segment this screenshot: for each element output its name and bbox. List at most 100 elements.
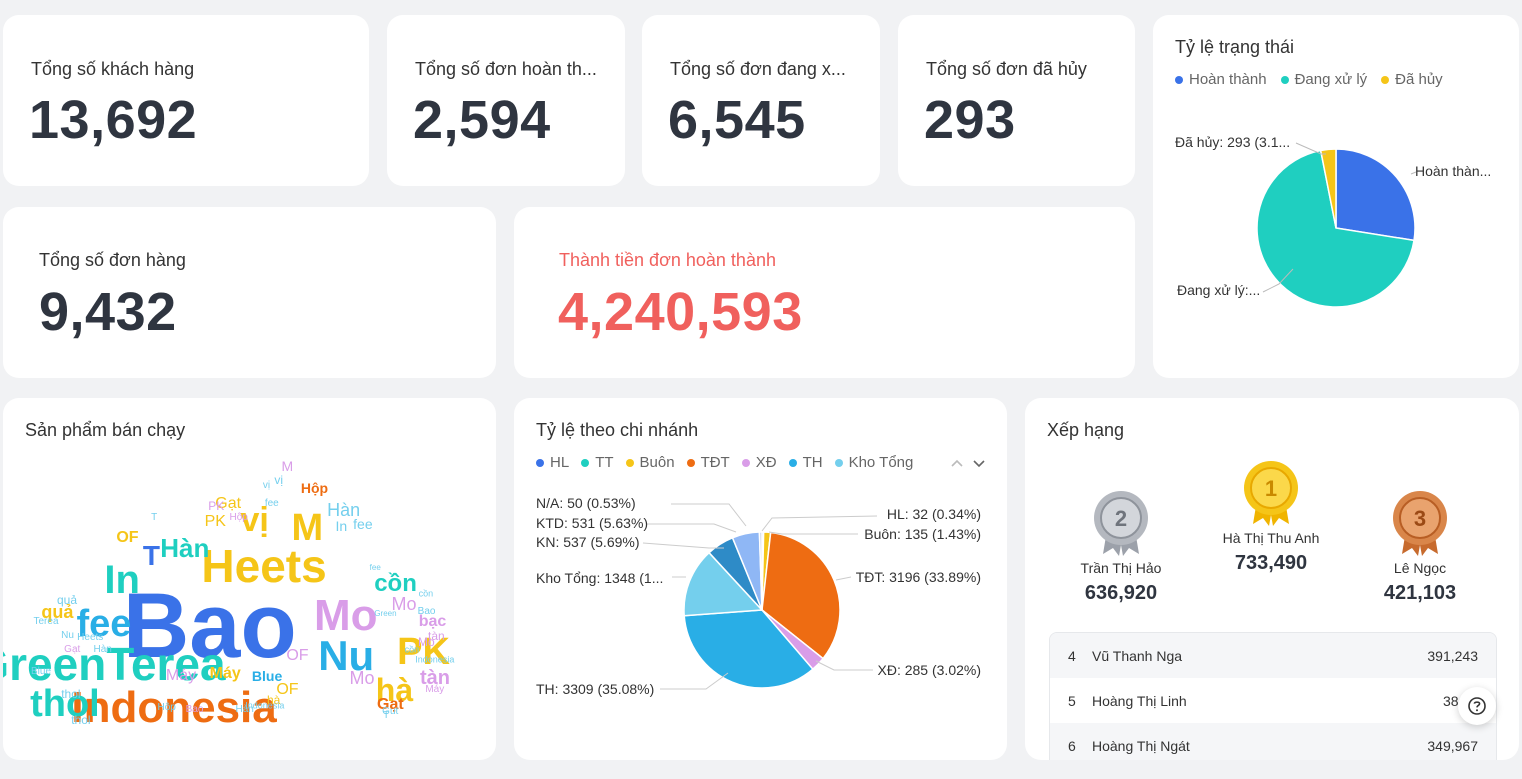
table-row[interactable]: 6 Hoàng Thị Ngát 349,967 [1050,723,1496,760]
wordcloud-word[interactable]: fee [76,603,132,645]
table-row[interactable]: 4 Vũ Thanh Nga 391,243 [1050,633,1496,678]
wordcloud-word[interactable]: Máy [165,667,197,684]
wordcloud-word[interactable]: Mo [313,591,378,640]
wordcloud-word[interactable]: Nu [61,630,74,641]
wordcloud-word[interactable]: T [383,710,390,721]
wordcloud-word[interactable]: Mo [349,668,375,688]
wordcloud-word[interactable]: thol [30,683,100,725]
legend-item[interactable]: TĐT [686,454,730,471]
wordcloud-word[interactable]: OF [116,529,139,546]
wordcloud-word[interactable]: PK [204,513,226,530]
wordcloud-word[interactable]: T [142,540,160,571]
wordcloud-word[interactable]: Máy [425,684,445,695]
wordcloud-word[interactable]: Gạt [215,495,242,512]
pie-slice-processing[interactable] [1256,149,1415,308]
wordcloud-word[interactable]: tàn [427,629,445,643]
wordcloud-word[interactable]: Mo [391,594,417,614]
wordcloud-word[interactable]: fee [369,563,381,572]
wordcloud-word[interactable]: Green [374,609,397,618]
wordcloud-word[interactable]: Indonesia [71,683,277,732]
slice-label-buon: Buôn: 135 (1.43%) [864,526,981,542]
legend-item-processing[interactable]: Đang xử lý [1280,71,1367,88]
legend-item[interactable]: TT [581,454,614,471]
wordcloud-word[interactable]: Hộp [300,480,329,496]
kpi-value: 293 [924,90,1016,150]
wordcloud-word[interactable]: Mo [417,635,435,649]
wordcloud-word[interactable]: Hàn [160,533,210,563]
status-pie-chart[interactable]: Đã hủy: 293 (3.1... Hoàn thàn... Đang xử… [1153,15,1519,378]
wordcloud-word[interactable]: GreenTerea [3,638,226,690]
medal-rank: 3 [1414,506,1426,531]
table-row[interactable]: 5 Hoàng Thị Linh 386,7 [1050,678,1496,723]
pie-slice-cancelled[interactable] [1319,148,1337,229]
wordcloud-word[interactable]: Heets [201,540,327,592]
wordcloud-word[interactable]: Bao [417,606,436,617]
wordcloud-word[interactable]: PK [397,631,450,673]
wordcloud-word[interactable]: In [335,518,348,534]
wordcloud-word[interactable]: OF [286,647,309,664]
wordcloud-word[interactable]: Nu [318,632,375,679]
wordcloud-word[interactable]: thol [71,713,91,727]
wordcloud-word[interactable]: Terea [33,616,59,627]
wordcloud-word[interactable]: T [151,512,158,523]
wordcloud-word[interactable]: Hàn [235,704,254,715]
wordcloud-word[interactable]: bạc [418,613,447,630]
wordcloud-word[interactable]: M [281,458,294,474]
wordcloud-word[interactable]: Hàn [93,644,112,655]
wordcloud-word[interactable]: OF [276,681,299,698]
legend-item-cancelled[interactable]: Đã hủy [1381,71,1443,88]
wordcloud-word[interactable]: fee [353,516,373,532]
pie-slice-completed[interactable] [1335,148,1416,242]
wordcloud-word[interactable]: Bao [122,575,297,677]
wordcloud-word[interactable]: Hộp [229,512,248,523]
wordcloud-word[interactable]: Gạt [64,644,81,655]
legend-item[interactable]: TH [788,454,823,471]
wordcloud-word[interactable]: vị [240,501,269,539]
slice-label-cancelled: Đã hủy: 293 (3.1... [1175,134,1290,150]
wordcloud-word[interactable]: vị [262,480,271,491]
kpi-card-cancelled: Tổng số đơn đã hủy 293 [898,15,1135,186]
wordcloud-word[interactable]: Hộp [157,702,176,713]
wordcloud-word[interactable]: quả [56,593,78,607]
legend-prev-button[interactable] [950,456,964,470]
wordcloud-word[interactable]: cồn [404,644,420,655]
wordcloud-word[interactable]: M [291,507,324,549]
wordcloud-word[interactable]: Hàn [327,500,361,520]
wordcloud-word[interactable]: fee [264,498,279,509]
wordcloud-word[interactable]: cồn [418,588,434,599]
wordcloud-word[interactable]: quả [41,602,74,622]
legend-item-completed[interactable]: Hoàn thành [1175,71,1267,88]
wordcloud-word[interactable]: In [104,558,140,602]
wordcloud-word[interactable]: Heets [77,632,104,643]
wordcloud-word[interactable]: Blue [30,666,52,677]
label-leader-line [1295,142,1326,155]
wordcloud-word[interactable]: Gut [382,706,399,717]
pie-slice-na[interactable] [758,531,763,611]
legend-item[interactable]: XĐ [741,454,777,471]
branch-pie-chart[interactable]: N/A: 50 (0.53%) KTD: 531 (5.63%) KN: 537… [514,398,1007,760]
wordcloud-word[interactable]: Indonesia [415,654,455,665]
wordcloud-word[interactable]: Indonesia [245,700,285,711]
legend-label: XĐ [755,454,777,471]
wordcloud-word[interactable]: thol [61,687,81,701]
legend-item[interactable]: HL [536,454,569,471]
pie-slice-th[interactable] [683,609,814,689]
pie-slice-kho-tong[interactable] [683,551,764,617]
wordcloud-word[interactable]: vị [274,473,284,487]
wordcloud-word[interactable]: Blue [251,668,283,684]
wordcloud-word[interactable]: hà [266,693,281,707]
wordcloud-word[interactable]: Máy [209,665,241,682]
wordcloud-word[interactable]: hà [375,672,414,708]
label-leader-line [1262,268,1294,293]
legend-next-button[interactable] [972,456,986,470]
wordcloud-word[interactable]: tàn [420,667,450,689]
wordcloud-word[interactable]: Bao [185,704,204,715]
help-button[interactable] [1458,687,1496,725]
wordcloud-word[interactable]: Gạt [376,696,404,713]
pie-slice-tdt[interactable] [761,531,841,660]
wordcloud-word[interactable]: PK [208,499,225,513]
legend-item[interactable]: Kho Tổng [834,454,913,471]
wordcloud-word[interactable]: cồn [374,570,417,597]
legend-item[interactable]: Buôn [625,454,675,471]
kpi-value: 2,594 [413,90,551,150]
